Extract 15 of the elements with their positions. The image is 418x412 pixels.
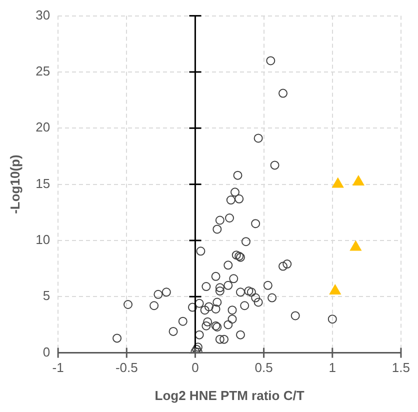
x-tick-label: -1 xyxy=(52,360,64,376)
x-tick-label: 0.5 xyxy=(254,360,273,376)
y-tick-label: 30 xyxy=(36,7,50,22)
x-tick-label: 1 xyxy=(328,360,336,376)
x-axis-title: Log2 HNE PTM ratio C/T xyxy=(154,388,304,403)
x-tick-label: 1.5 xyxy=(392,360,410,376)
y-tick-label: 15 xyxy=(36,176,50,191)
y-axis-title: -Log10(p) xyxy=(7,154,22,214)
y-tick-label: 5 xyxy=(42,288,50,304)
y-tick-label: 20 xyxy=(36,120,50,135)
x-tick-label: 0 xyxy=(192,360,199,376)
x-tick-label: -0.5 xyxy=(115,360,138,376)
y-tick-label: 25 xyxy=(36,64,50,79)
y-tick-label: 10 xyxy=(36,232,50,248)
y-tick-label: 0 xyxy=(42,344,50,360)
